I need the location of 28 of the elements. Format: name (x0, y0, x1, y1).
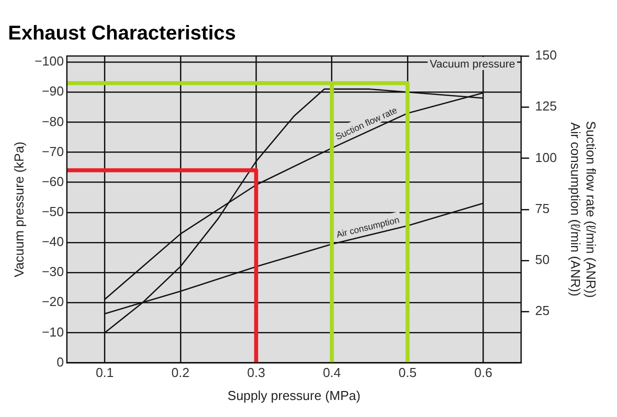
x-tick-label: 0.4 (322, 365, 341, 380)
y2-tick-label: 25 (535, 303, 550, 318)
y-tick-label: −60 (42, 174, 64, 189)
y2-axis-title: Suction flow rate (ℓ/min (ANR)) Air consumption (ℓ/min (ANR)) (568, 120, 599, 298)
y-tick-label: 0 (56, 354, 64, 370)
text: Vacuum pressure (430, 58, 516, 71)
y-tick-label: −80 (42, 114, 64, 129)
y2-tick-label: 125 (535, 98, 557, 114)
y2-tick-label: 75 (535, 200, 550, 216)
y-tick-label: −100 (34, 54, 64, 69)
y2-tick-label: 100 (535, 150, 557, 165)
y-tick-label: −20 (42, 294, 64, 310)
y-axis-title: Vacuum pressure (kPa) (11, 142, 26, 278)
x-tick-label: 0.6 (474, 365, 492, 380)
x-tick-label: 0.3 (247, 365, 266, 380)
x-tick-label: 0.2 (171, 365, 190, 380)
x-tick-label: 0.5 (398, 365, 417, 380)
y2-tick-label: 50 (535, 252, 550, 268)
y-tick-label: −10 (42, 324, 64, 340)
y-tick-label: −70 (42, 144, 64, 159)
y2-tick-label: 150 (535, 48, 557, 63)
y-tick-label: −40 (42, 234, 64, 250)
y-tick-label: −50 (42, 204, 64, 219)
chart-title: Exhaust Characteristics (8, 22, 236, 45)
y-tick-label: −90 (42, 84, 64, 99)
y-tick-label: −30 (42, 264, 64, 280)
x-axis-title: Supply pressure (MPa) (228, 388, 360, 403)
x-tick-label: 0.1 (96, 365, 114, 380)
